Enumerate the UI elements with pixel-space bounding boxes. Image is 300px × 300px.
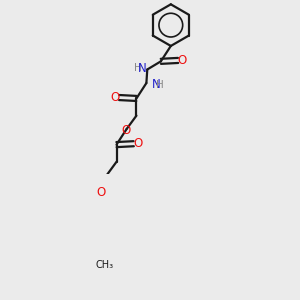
Text: N: N <box>152 78 160 91</box>
Text: H: H <box>156 80 164 89</box>
Text: O: O <box>121 124 130 137</box>
Text: N: N <box>138 61 146 74</box>
Text: O: O <box>111 91 120 104</box>
Text: CH₃: CH₃ <box>96 260 114 270</box>
Text: H: H <box>134 63 142 73</box>
Text: O: O <box>177 54 187 67</box>
Text: O: O <box>133 137 142 150</box>
Text: O: O <box>96 186 105 199</box>
